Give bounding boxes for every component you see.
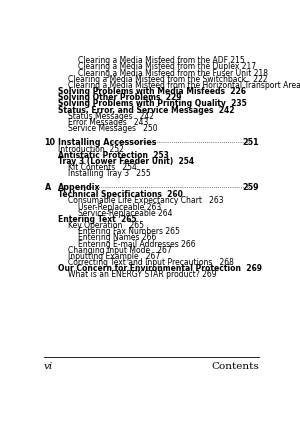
Text: Technical Specifications  260: Technical Specifications 260 <box>58 190 182 199</box>
Text: Consumable Life Expectancy Chart   263: Consumable Life Expectancy Chart 263 <box>68 196 224 205</box>
Text: Key Operation   265: Key Operation 265 <box>68 221 145 230</box>
Text: Solving Problems with Media Misfeeds  226: Solving Problems with Media Misfeeds 226 <box>58 87 246 96</box>
Text: Kit Contents   254: Kit Contents 254 <box>68 163 137 172</box>
Text: Entering Fax Numbers 265: Entering Fax Numbers 265 <box>78 227 180 236</box>
Text: Introduction  252: Introduction 252 <box>58 144 124 153</box>
Text: User-Replaceable 263: User-Replaceable 263 <box>78 202 161 211</box>
Text: Our Concern for Environmental Protection  269: Our Concern for Environmental Protection… <box>58 264 262 273</box>
Text: Installing Tray 3   255: Installing Tray 3 255 <box>68 169 151 178</box>
Text: Entering Text  265: Entering Text 265 <box>58 214 136 223</box>
Text: vi: vi <box>44 362 53 371</box>
Text: 10: 10 <box>44 138 56 147</box>
Text: Error Messages   243: Error Messages 243 <box>68 118 149 127</box>
Text: Antistatic Protection  253: Antistatic Protection 253 <box>58 151 169 160</box>
Text: 259: 259 <box>242 183 259 192</box>
Text: Installing Accessories: Installing Accessories <box>58 138 156 147</box>
Text: A: A <box>44 183 51 192</box>
Text: Clearing a Media Misfeed from the ADF 215: Clearing a Media Misfeed from the ADF 21… <box>78 56 244 65</box>
Text: Solving Problems with Printing Quality  235: Solving Problems with Printing Quality 2… <box>58 99 246 108</box>
Text: Contents: Contents <box>212 362 259 371</box>
Text: Service-Replaceable 264: Service-Replaceable 264 <box>78 208 172 217</box>
Text: Status, Error, and Service Messages  242: Status, Error, and Service Messages 242 <box>58 105 234 114</box>
Text: Clearing a Media Misfeed from the Fuser Unit 218: Clearing a Media Misfeed from the Fuser … <box>78 69 268 78</box>
Text: Solving Other Problems  229: Solving Other Problems 229 <box>58 93 181 102</box>
Text: Appendix: Appendix <box>58 183 100 192</box>
Text: Clearing a Media Misfeed from the Duplex 217: Clearing a Media Misfeed from the Duplex… <box>78 62 256 71</box>
Text: Entering E-mail Addresses 266: Entering E-mail Addresses 266 <box>78 239 195 248</box>
Text: Service Messages   250: Service Messages 250 <box>68 124 158 133</box>
Text: Status Messages   242: Status Messages 242 <box>68 112 154 121</box>
Text: Changing Input Mode   267: Changing Input Mode 267 <box>68 245 172 254</box>
Text: Correcting Text and Input Precautions   268: Correcting Text and Input Precautions 26… <box>68 257 234 266</box>
Text: Entering Names 266: Entering Names 266 <box>78 233 156 242</box>
Text: Inputting Example   267: Inputting Example 267 <box>68 251 161 260</box>
Text: Clearing a Media Misfeed from the Switchback   222: Clearing a Media Misfeed from the Switch… <box>68 75 268 83</box>
Text: What is an ENERGY STAR product? 269: What is an ENERGY STAR product? 269 <box>68 270 217 279</box>
Text: Tray 3 (Lower Feeder Unit)  254: Tray 3 (Lower Feeder Unit) 254 <box>58 157 194 166</box>
Text: Clearing a Media Misfeed from the Horizontal Transport Area   224: Clearing a Media Misfeed from the Horizo… <box>68 81 300 90</box>
Text: 251: 251 <box>242 138 259 147</box>
